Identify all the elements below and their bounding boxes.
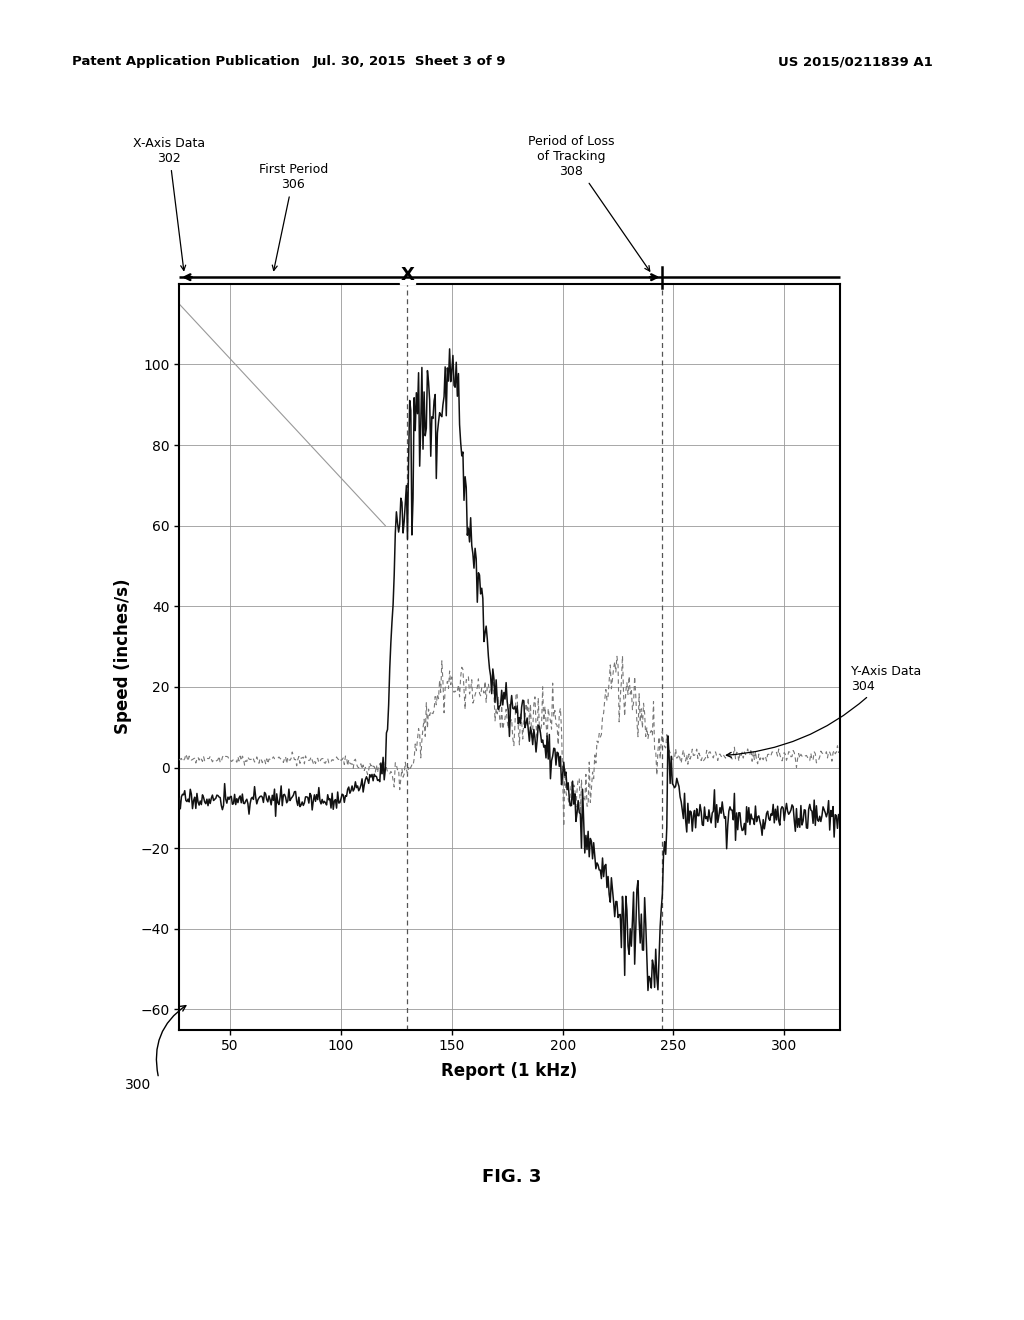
Text: Patent Application Publication: Patent Application Publication xyxy=(72,55,299,69)
Y-axis label: Speed (inches/s): Speed (inches/s) xyxy=(114,579,132,734)
X-axis label: Report (1 kHz): Report (1 kHz) xyxy=(441,1061,578,1080)
Text: US 2015/0211839 A1: US 2015/0211839 A1 xyxy=(778,55,933,69)
Text: 300: 300 xyxy=(125,1078,152,1092)
Text: Y-Axis Data
304: Y-Axis Data 304 xyxy=(726,665,921,758)
Text: X: X xyxy=(400,265,415,284)
Text: Period of Loss
of Tracking
308: Period of Loss of Tracking 308 xyxy=(527,135,650,271)
Text: First Period
306: First Period 306 xyxy=(259,164,328,271)
Text: FIG. 3: FIG. 3 xyxy=(482,1168,542,1187)
Text: Jul. 30, 2015  Sheet 3 of 9: Jul. 30, 2015 Sheet 3 of 9 xyxy=(313,55,506,69)
Text: X-Axis Data
302: X-Axis Data 302 xyxy=(133,137,205,271)
